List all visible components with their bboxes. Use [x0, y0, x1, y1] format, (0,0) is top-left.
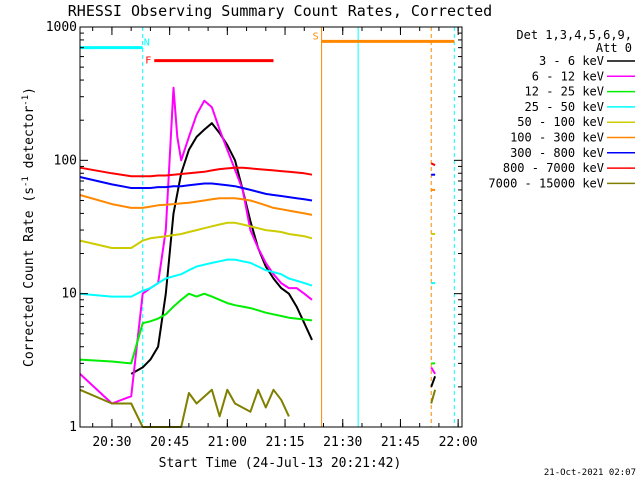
x-tick-label: 21:30: [323, 435, 362, 450]
legend-label: 3 - 6 keV: [539, 54, 604, 68]
legend-label: 100 - 300 keV: [510, 131, 604, 145]
y-tick-label: 100: [54, 153, 77, 168]
annotations: NF S: [80, 27, 455, 427]
series-line: [79, 258, 313, 298]
legend-header-line-2: Att 0: [596, 41, 632, 55]
legend-label: 25 - 50 keV: [525, 100, 604, 114]
axes: 1 10 100 1000 20:30 20:45 21:00 21:15 21:30 21:45…: [46, 20, 478, 450]
legend-label: 7000 - 15000 keV: [488, 176, 604, 190]
series-lines: [79, 86, 437, 428]
y-axis-label-mid: detector: [22, 106, 37, 177]
series-line: [430, 375, 437, 388]
series-line: [430, 366, 436, 375]
x-tick-label: 21:15: [265, 435, 304, 450]
series-line: [430, 389, 437, 404]
legend-label: 300 - 800 keV: [510, 146, 604, 160]
x-tick-label: 21:00: [208, 435, 247, 450]
series-line: [79, 292, 313, 365]
legend-label: 12 - 25 keV: [525, 85, 604, 99]
annotation-label: N: [144, 38, 150, 49]
y-tick-label: 10: [61, 287, 77, 302]
x-tick-label: 20:30: [92, 435, 131, 450]
annotation-label: F: [145, 56, 151, 67]
legend-header-line-1: Det 1,3,4,5,6,9,: [516, 28, 632, 42]
y-axis-label-sup2: -1: [21, 95, 31, 106]
y-axis-label-sup1: -1: [21, 176, 31, 187]
chart-title: RHESSI Observing Summary Count Rates, Co…: [68, 2, 492, 20]
legend-label: 50 - 100 keV: [517, 115, 604, 129]
x-tick-label: 21:45: [381, 435, 420, 450]
series-line: [79, 176, 313, 202]
legend-label: 6 - 12 keV: [532, 69, 604, 83]
y-axis-label-main: Corrected Count Rate (s: [22, 187, 37, 367]
x-axis-label: Start Time (24-Jul-13 20:21:42): [159, 456, 402, 471]
y-axis-label: Corrected Count Rate (s-1 detector-1): [21, 87, 37, 367]
legend-label: 800 - 7000 keV: [503, 161, 604, 175]
series-line: [79, 221, 313, 249]
series-line: [79, 166, 313, 178]
x-tick-label: 22:00: [439, 435, 478, 450]
y-tick-label: 1: [69, 420, 77, 435]
y-axis-label-end: ): [22, 87, 37, 95]
series-line: [79, 194, 313, 216]
y-tick-label: 1000: [46, 20, 77, 35]
generation-timestamp: 21-Oct-2021 02:07: [544, 468, 636, 478]
x-tick-label: 20:45: [150, 435, 189, 450]
annotation-label: S: [313, 31, 319, 42]
series-line: [430, 162, 436, 167]
series-line: [79, 388, 290, 428]
plot-frame: [79, 26, 463, 428]
